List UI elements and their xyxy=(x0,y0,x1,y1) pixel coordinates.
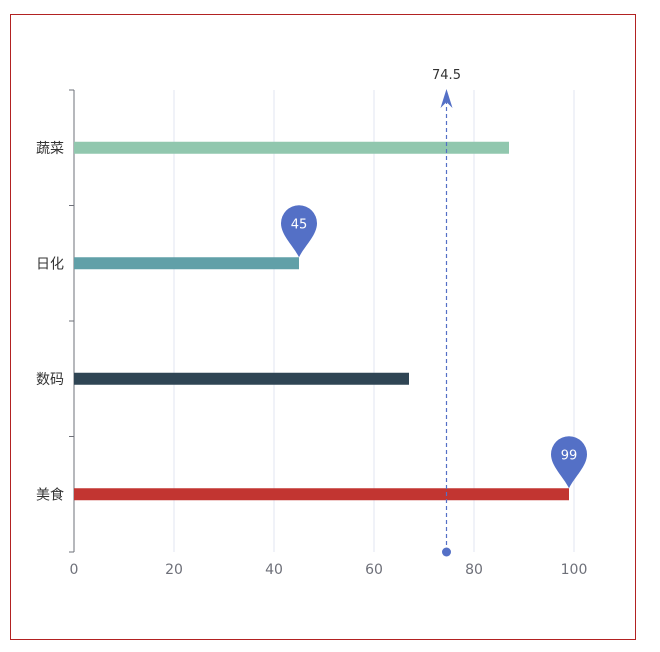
x-tick-label: 20 xyxy=(165,562,183,578)
x-tick-label: 0 xyxy=(70,562,79,578)
x-tick-label: 80 xyxy=(465,562,483,578)
bars xyxy=(74,141,569,501)
mark-line-arrow xyxy=(440,89,453,108)
y-category-label: 日化 xyxy=(36,256,64,272)
bar xyxy=(74,257,299,270)
y-category-label: 美食 xyxy=(36,486,64,503)
bar xyxy=(74,141,509,154)
x-tick-label: 60 xyxy=(365,562,383,578)
mark-point-pin xyxy=(551,436,587,489)
mark-point-label: 45 xyxy=(291,217,308,232)
grid-lines xyxy=(173,90,575,552)
y-category-label: 蔬菜 xyxy=(36,141,64,157)
mark-point-pin xyxy=(280,205,318,258)
x-tick-label: 40 xyxy=(265,562,283,578)
x-tick-label: 100 xyxy=(561,562,588,578)
axes: 0 20 40 60 80 100 美食 数码 日化 蔬菜 xyxy=(36,89,588,578)
y-category-label: 数码 xyxy=(36,372,64,388)
bar xyxy=(74,372,409,385)
mark-point-label: 99 xyxy=(561,448,578,463)
mark-points: 45 99 xyxy=(280,205,587,489)
average-mark-line: 74.5 xyxy=(432,68,461,557)
mark-line-start-dot xyxy=(442,547,451,557)
bar xyxy=(74,488,569,501)
chart-frame xyxy=(10,14,636,640)
mark-line-label: 74.5 xyxy=(432,68,461,83)
